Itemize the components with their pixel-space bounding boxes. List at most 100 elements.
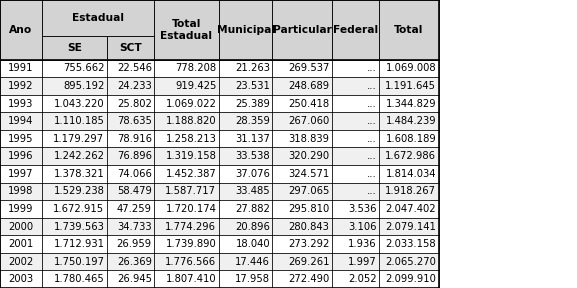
Text: 2000: 2000 — [9, 221, 33, 232]
Text: 2.047.402: 2.047.402 — [385, 204, 436, 214]
Text: 21.263: 21.263 — [235, 63, 270, 73]
Text: 1.608.189: 1.608.189 — [385, 134, 436, 144]
Bar — [42, 253, 107, 270]
Text: 1.807.410: 1.807.410 — [166, 274, 216, 284]
Text: 33.538: 33.538 — [235, 151, 270, 161]
Bar — [332, 95, 379, 112]
Bar — [154, 235, 219, 253]
Bar — [272, 200, 332, 218]
Text: 1.344.829: 1.344.829 — [385, 98, 436, 109]
Text: 778.208: 778.208 — [175, 63, 216, 73]
Bar — [332, 147, 379, 165]
Text: 25.389: 25.389 — [235, 98, 270, 109]
Text: 1993: 1993 — [9, 98, 33, 109]
Text: 248.689: 248.689 — [288, 81, 329, 91]
Text: 269.537: 269.537 — [288, 63, 329, 73]
Text: 1.587.717: 1.587.717 — [166, 186, 216, 196]
Text: 74.066: 74.066 — [117, 169, 152, 179]
Bar — [107, 183, 154, 200]
Bar — [332, 270, 379, 288]
Text: 33.485: 33.485 — [235, 186, 270, 196]
Text: 1.780.465: 1.780.465 — [54, 274, 104, 284]
Bar — [107, 147, 154, 165]
Bar — [0, 183, 42, 200]
Bar — [42, 36, 107, 60]
Bar — [154, 270, 219, 288]
Text: 1.750.197: 1.750.197 — [54, 257, 104, 267]
Text: ...: ... — [367, 169, 377, 179]
Text: 37.076: 37.076 — [235, 169, 270, 179]
Bar — [272, 270, 332, 288]
Text: 22.546: 22.546 — [117, 63, 152, 73]
Bar — [272, 235, 332, 253]
Bar — [272, 95, 332, 112]
Bar — [219, 60, 272, 77]
Bar — [107, 165, 154, 183]
Bar — [154, 0, 219, 60]
Text: 1.672.986: 1.672.986 — [385, 151, 436, 161]
Text: ...: ... — [367, 134, 377, 144]
Bar — [379, 253, 439, 270]
Bar — [219, 165, 272, 183]
Text: 1.936: 1.936 — [348, 239, 377, 249]
Bar — [154, 77, 219, 95]
Text: ...: ... — [367, 151, 377, 161]
Text: 1.918.267: 1.918.267 — [385, 186, 436, 196]
Text: 1.069.008: 1.069.008 — [385, 63, 436, 73]
Bar — [332, 77, 379, 95]
Text: 280.843: 280.843 — [288, 221, 329, 232]
Bar — [332, 235, 379, 253]
Bar — [0, 130, 42, 147]
Text: 1997: 1997 — [8, 169, 34, 179]
Text: Particular: Particular — [272, 25, 332, 35]
Bar — [0, 0, 42, 60]
Bar — [332, 60, 379, 77]
Text: 1.529.238: 1.529.238 — [54, 186, 104, 196]
Bar — [0, 77, 42, 95]
Bar — [332, 165, 379, 183]
Text: 1.452.387: 1.452.387 — [166, 169, 216, 179]
Text: 250.418: 250.418 — [288, 98, 329, 109]
Text: 34.733: 34.733 — [117, 221, 152, 232]
Text: 2003: 2003 — [9, 274, 33, 284]
Bar — [332, 112, 379, 130]
Text: ...: ... — [367, 186, 377, 196]
Bar — [272, 147, 332, 165]
Bar — [379, 270, 439, 288]
Text: 1.258.213: 1.258.213 — [166, 134, 216, 144]
Text: 2.033.158: 2.033.158 — [385, 239, 436, 249]
Bar — [42, 60, 107, 77]
Bar — [219, 147, 272, 165]
Text: 1.188.820: 1.188.820 — [166, 116, 216, 126]
Bar — [42, 235, 107, 253]
Text: 297.065: 297.065 — [288, 186, 329, 196]
Text: 17.446: 17.446 — [235, 257, 270, 267]
Text: 1994: 1994 — [9, 116, 33, 126]
Bar — [219, 95, 272, 112]
Text: 24.233: 24.233 — [117, 81, 152, 91]
Bar — [379, 130, 439, 147]
Text: 2002: 2002 — [9, 257, 33, 267]
Bar — [0, 200, 42, 218]
Bar — [379, 95, 439, 112]
Text: 1.739.890: 1.739.890 — [166, 239, 216, 249]
Text: Total
Estadual: Total Estadual — [160, 19, 212, 41]
Text: 1.484.239: 1.484.239 — [385, 116, 436, 126]
Bar — [272, 253, 332, 270]
Text: 2.099.910: 2.099.910 — [385, 274, 436, 284]
Bar — [272, 183, 332, 200]
Bar — [219, 77, 272, 95]
Bar — [332, 218, 379, 235]
Text: 47.259: 47.259 — [117, 204, 152, 214]
Bar — [219, 253, 272, 270]
Bar — [42, 0, 154, 36]
Text: SE: SE — [67, 43, 82, 53]
Bar — [42, 77, 107, 95]
Text: 26.945: 26.945 — [117, 274, 152, 284]
Bar — [219, 130, 272, 147]
Text: 31.137: 31.137 — [235, 134, 270, 144]
Bar — [154, 183, 219, 200]
Bar — [154, 165, 219, 183]
Bar — [154, 95, 219, 112]
Bar — [154, 130, 219, 147]
